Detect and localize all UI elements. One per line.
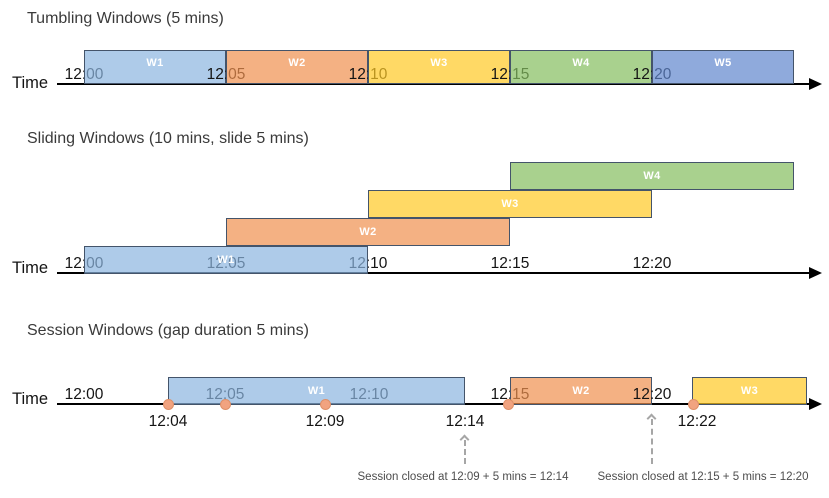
window-label: W3 — [740, 385, 759, 397]
event-dot — [162, 398, 174, 410]
event-time-label: 12:04 — [148, 413, 188, 430]
session-tick-label: 12:20 — [632, 386, 672, 403]
tumbling-section-title: Tumbling Windows (5 mins) — [27, 10, 224, 27]
arrow-dashed-line — [651, 419, 653, 464]
event-dot — [319, 398, 331, 410]
tumbling-window-w5: W5 — [652, 50, 794, 84]
dashed-arrow-up — [459, 434, 470, 464]
window-label: W4 — [643, 170, 661, 182]
event-dot — [219, 398, 231, 410]
session-tick-label: 12:00 — [64, 386, 104, 403]
sliding-tick-label: 12:20 — [632, 255, 672, 272]
tumbling-window-w4: W4 — [510, 50, 652, 84]
tumbling-time-axis-label: Time — [12, 74, 49, 92]
window-label: W5 — [714, 57, 732, 69]
tumbling-window-w3: W3 — [368, 50, 510, 84]
sliding-axis-arrowhead — [809, 267, 822, 279]
window-label: W2 — [288, 57, 306, 69]
sliding-window-w1: W1 — [84, 246, 368, 274]
tumbling-axis-arrowhead — [809, 78, 822, 90]
window-label: W2 — [572, 385, 590, 397]
tumbling-window-w2: W2 — [226, 50, 368, 84]
event-dot — [502, 398, 514, 410]
arrow-dashed-line — [464, 440, 466, 464]
window-label: W1 — [146, 57, 164, 69]
session-window-w2: W2 — [510, 377, 652, 405]
sliding-window-w3: W3 — [368, 190, 652, 218]
sliding-window-w2: W2 — [226, 218, 510, 246]
dashed-arrow-up — [646, 413, 657, 464]
tumbling-axis-line — [57, 83, 809, 85]
window-label: W1 — [307, 385, 326, 397]
session-axis-arrowhead — [809, 398, 822, 410]
session-window-w3: W3 — [692, 377, 807, 405]
window-label: W2 — [359, 226, 377, 238]
event-time-label: 12:14 — [445, 413, 485, 430]
window-label: W1 — [217, 254, 235, 266]
sliding-tick-label: 12:15 — [490, 255, 530, 272]
window-label: W3 — [501, 198, 519, 210]
session-window-w1: W1 — [168, 377, 465, 405]
window-label: W4 — [572, 57, 590, 69]
session-time-axis-label: Time — [12, 390, 49, 408]
tumbling-window-w1: W1 — [84, 50, 226, 84]
sliding-axis-line — [57, 272, 809, 274]
sliding-window-w4: W4 — [510, 162, 794, 190]
sliding-time-axis-label: Time — [12, 259, 49, 277]
sliding-section-title: Sliding Windows (10 mins, slide 5 mins) — [27, 130, 309, 147]
event-time-label: 12:09 — [305, 413, 345, 430]
session-section-title: Session Windows (gap duration 5 mins) — [27, 322, 309, 339]
session-closed-annotation: Session closed at 12:09 + 5 mins = 12:14 — [357, 471, 569, 483]
session-closed-annotation: Session closed at 12:15 + 5 mins = 12:20 — [597, 471, 809, 483]
window-label: W3 — [430, 57, 448, 69]
event-time-label: 12:22 — [677, 413, 717, 430]
event-dot — [687, 398, 699, 410]
